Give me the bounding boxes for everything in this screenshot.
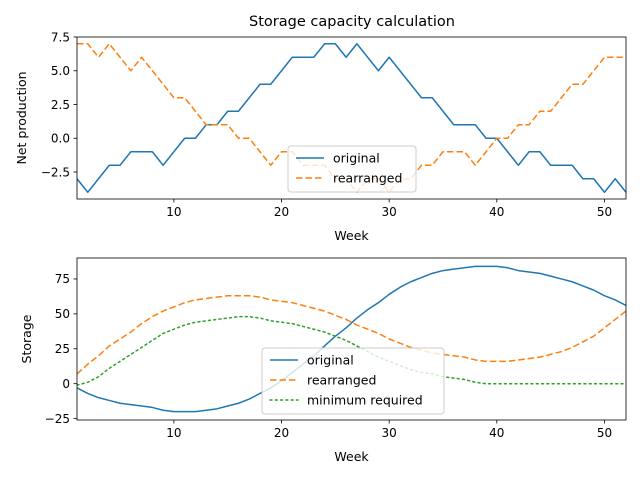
x-tick-label: 10: [166, 426, 181, 440]
series-line-original: [77, 265, 626, 413]
legend-entry: original: [333, 151, 380, 166]
legend-entry: rearranged: [333, 171, 402, 186]
x-tick-label: 40: [489, 426, 504, 440]
x-tick-label: 50: [597, 205, 612, 219]
series-line-minimum-required: [77, 315, 626, 386]
series-line-original: [77, 43, 626, 193]
x-tick-label: 30: [382, 205, 397, 219]
x-tick-label: 30: [382, 426, 397, 440]
y-tick-label: 5.0: [51, 64, 70, 78]
legend: original rearranged minimum required: [261, 347, 445, 415]
x-tick-label: 10: [166, 205, 181, 219]
x-tick-label: 40: [489, 205, 504, 219]
storage-panel: 10 20 30 40 50 −25 0 25 50 75 Week Storage original r…: [19, 257, 627, 464]
net-production-panel: 10 20 30 40 50 −2.5 0.0 2.5 5.0 7.5 Week Net produc…: [14, 30, 627, 243]
y-tick-label: 75: [55, 272, 70, 286]
legend-box: [261, 347, 445, 415]
y-axis-label: Storage: [19, 314, 34, 363]
x-tick-label: 50: [597, 426, 612, 440]
y-axis-label: Net production: [14, 71, 29, 164]
y-tick-label: 0.0: [51, 132, 70, 146]
legend-entry: minimum required: [307, 393, 423, 408]
y-tick-label: 50: [55, 307, 70, 321]
y-tick-label: 0: [62, 377, 70, 391]
plot-frame: [76, 257, 627, 421]
series-group: [77, 265, 626, 413]
legend: original rearranged: [287, 145, 417, 193]
y-tick-label: 2.5: [51, 98, 70, 112]
y-tick-label: −2.5: [41, 165, 70, 179]
plot-frame: [76, 36, 627, 200]
y-tick-label: −25: [45, 412, 70, 426]
x-tick-label: 20: [274, 426, 289, 440]
legend-entry: original: [307, 353, 354, 368]
x-axis-label: Week: [334, 449, 369, 464]
y-tick-label: 7.5: [51, 30, 70, 44]
x-tick-label: 20: [274, 205, 289, 219]
y-tick-label: 25: [55, 342, 70, 356]
legend-entry: rearranged: [307, 373, 376, 388]
chart-title: Storage capacity calculation: [249, 14, 455, 30]
x-axis-label: Week: [334, 228, 369, 243]
